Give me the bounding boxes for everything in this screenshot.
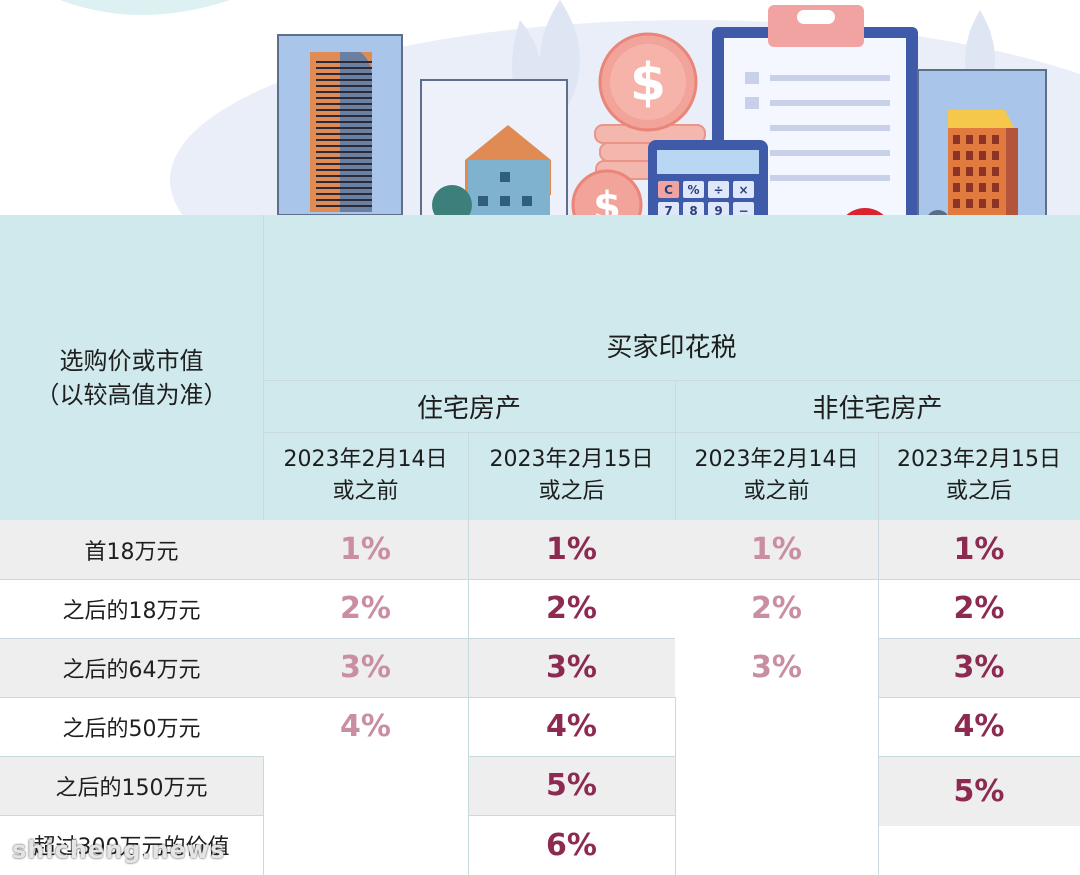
rate-cell: 1% (468, 520, 675, 579)
divider (0, 579, 1080, 580)
date-line: 或之前 (332, 479, 399, 504)
date-line: 或之前 (743, 479, 810, 504)
date-line: 或之后 (945, 479, 1012, 504)
non-after-date: 2023年2月15日 或之后 (878, 432, 1080, 520)
calculator-key-label: 7 (664, 204, 672, 218)
rate-cell: 3% (878, 638, 1080, 697)
dollar-sign-icon: $ (630, 53, 666, 113)
calculator-key-label: C (664, 183, 673, 197)
divider (468, 756, 675, 757)
rate-cell: 4% (468, 697, 675, 756)
calculator-key (708, 202, 729, 219)
calculator-key (733, 181, 754, 198)
calculator-key-label: − (738, 204, 748, 218)
divider (468, 697, 675, 698)
divider (878, 756, 1080, 757)
divider (878, 638, 1080, 639)
calculator-key (708, 181, 729, 198)
divider (468, 432, 469, 520)
row-label: 首18万元 (0, 520, 263, 579)
res-before-date: 2023年2月14日 或之前 (263, 432, 468, 520)
calculator-key (683, 202, 704, 219)
calculator-key (683, 181, 704, 198)
date-line: 或之后 (538, 479, 605, 504)
row-label: 之后的50万元 (0, 697, 263, 756)
rate-cell: 3% (263, 638, 468, 697)
non-before-date: 2023年2月14日 或之前 (675, 432, 878, 520)
rate-cell: 1% (878, 520, 1080, 579)
buyer-stamp-duty-title: 买家印花税 (606, 332, 737, 363)
skyscraper-icon (277, 34, 403, 216)
row-label: 之后的64万元 (0, 638, 263, 697)
calculator-key-label: ÷ (713, 183, 723, 197)
divider (263, 432, 1080, 433)
rate-cell: 1% (675, 520, 878, 579)
divider (0, 756, 263, 757)
date-line: 2023年2月15日 (897, 447, 1061, 472)
residential-header: 住宅房产 (416, 393, 521, 424)
rate-cell: 4% (263, 697, 468, 756)
rate-cell: 3% (675, 638, 878, 697)
divider (0, 697, 468, 698)
divider (468, 815, 675, 816)
rate-cell: 4% (878, 697, 1080, 756)
watermark: shicheng.news (12, 836, 226, 864)
rate-cell: 6% (468, 815, 675, 875)
divider (0, 638, 675, 639)
calculator-key-label: 9 (714, 204, 722, 218)
divider (263, 380, 1080, 381)
divider (878, 520, 879, 875)
calculator-key (658, 202, 679, 219)
row-label: 之后的150万元 (0, 756, 263, 815)
price-header-line1: 选购价或市值 (59, 346, 204, 375)
stamp-duty-table: 选购价或市值 （以较高值为准） 买家印花税 住宅房产 非住宅房产 2023年2月… (0, 215, 1080, 875)
row-label: 之后的18万元 (0, 579, 263, 638)
rate-cell: 5% (878, 756, 1080, 826)
rate-cell: 1% (263, 520, 468, 579)
rate-cell: 2% (263, 579, 468, 638)
price-header-line2: （以较高值为准） (35, 380, 228, 409)
date-line: 2023年2月15日 (489, 447, 654, 472)
header-bg (263, 215, 1080, 520)
date-line: 2023年2月14日 (283, 447, 448, 472)
calculator-key (733, 202, 754, 219)
calculator-key (658, 181, 679, 198)
date-line: 2023年2月14日 (694, 447, 859, 472)
calculator-key-label: × (738, 183, 748, 197)
rate-cell: 2% (468, 579, 675, 638)
rate-cell: 5% (468, 756, 675, 815)
rate-cell: 3% (468, 638, 675, 697)
price-header: 选购价或市值 （以较高值为准） (0, 215, 263, 520)
calculator-key-label: % (687, 183, 699, 197)
rate-cell: 2% (878, 579, 1080, 638)
rate-cell: 2% (675, 579, 878, 638)
divider (878, 432, 879, 520)
non-residential-header: 非住宅房产 (812, 393, 943, 424)
divider (0, 815, 263, 816)
calculator-key-label: 8 (689, 204, 697, 218)
row-label: 超过300万元的价值 (0, 815, 263, 875)
divider (878, 697, 1080, 698)
divider (468, 520, 469, 875)
res-after-date: 2023年2月15日 或之后 (468, 432, 675, 520)
